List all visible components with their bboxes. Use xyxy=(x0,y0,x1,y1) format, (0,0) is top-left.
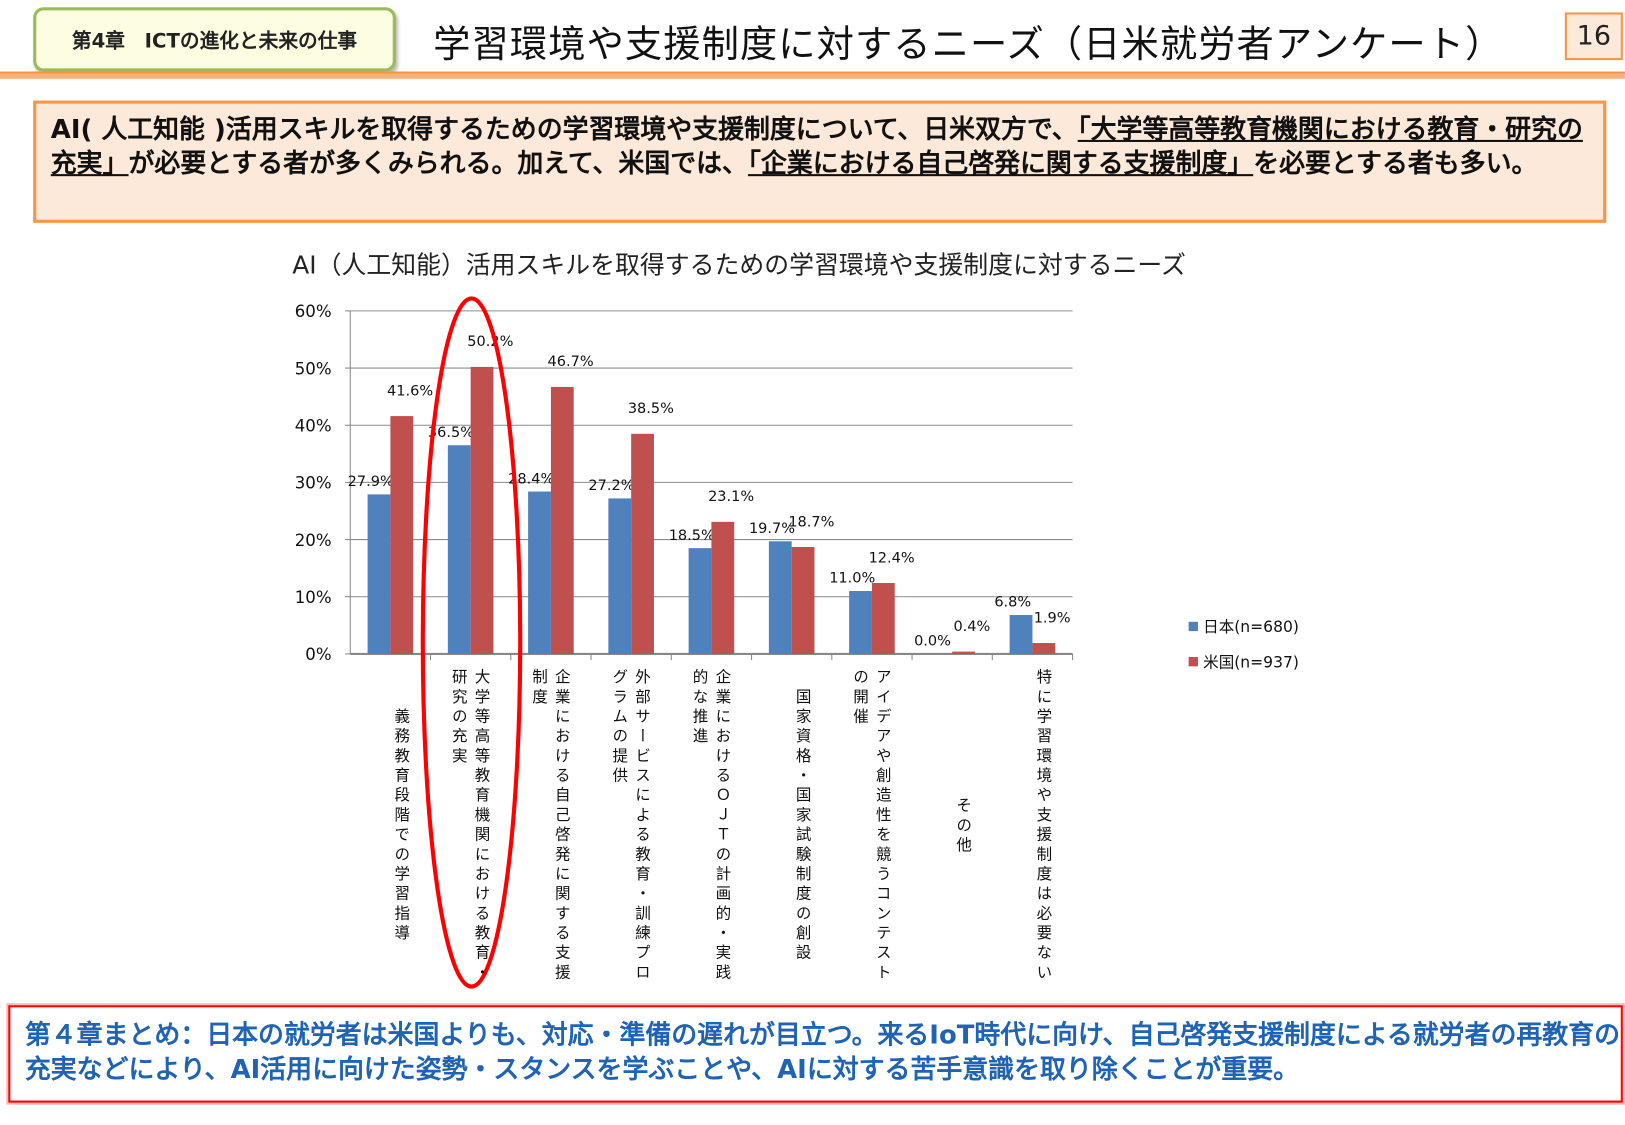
category-label: 義務教育段階での学習指導 xyxy=(392,707,412,945)
y-tick-label: 10% xyxy=(295,588,332,607)
bar-us xyxy=(952,651,975,654)
bar-us xyxy=(470,366,494,654)
bar-japan xyxy=(528,491,551,654)
data-label: 12.4% xyxy=(869,550,915,566)
bar-us xyxy=(550,386,574,654)
y-tick-label: 60% xyxy=(295,302,332,321)
bar-us xyxy=(711,521,735,654)
bar-us xyxy=(1032,643,1056,654)
category-label: 企業におけるＯＪＴの計画的・実践 的な推進 xyxy=(690,668,733,984)
data-label: 23.1% xyxy=(708,489,754,505)
page-number: 16 xyxy=(1564,12,1623,61)
summary-box: AI( 人工知能 )活用スキルを取得するための学習環境や支援制度について、日米双… xyxy=(33,100,1607,223)
bar-us xyxy=(390,416,414,654)
bar-japan xyxy=(688,548,712,654)
page-title: 学習環境や支援制度に対するニーズ（日米就労者アンケート） xyxy=(433,23,1504,67)
data-label: 27.2% xyxy=(588,478,634,494)
summary-highlight-1: 「大学等高等教育機関における教育・研究の充実」 xyxy=(50,113,1583,179)
data-label: 19.7% xyxy=(749,521,795,537)
data-label: 18.5% xyxy=(669,528,715,544)
bar-japan xyxy=(608,498,632,654)
data-label: 11.0% xyxy=(829,571,875,587)
y-tick-label: 20% xyxy=(295,531,332,550)
legend-swatch xyxy=(1188,621,1198,631)
chapter-summary-box: 第４章まとめ：日本の就労者は米国よりも、対応・準備の遅れが目立つ。来るIoT時代… xyxy=(8,1005,1623,1103)
chapter-label: 第4章 ICTの進化と未来の仕事 xyxy=(71,29,358,53)
bar-us xyxy=(631,433,654,654)
data-label: 27.9% xyxy=(348,474,394,490)
data-label: 36.5% xyxy=(428,425,474,441)
category-label: 特に学習環境や支援制度は必要ない xyxy=(1034,668,1054,984)
data-label: 0.4% xyxy=(953,619,990,635)
summary-text: AI( 人工知能 )活用スキルを取得するための学習環境や支援制度について、日米双… xyxy=(50,113,1078,145)
category-label: 外部サービスによる教育・訓練プロ グラムの提供 xyxy=(610,668,652,984)
summary-text: を必要とする者も多い。 xyxy=(1253,148,1538,179)
category-label: 大学等高等教育機関における教育・ 研究の充実 xyxy=(449,668,492,984)
chapter-badge: 第4章 ICTの進化と未来の仕事 xyxy=(33,7,396,72)
legend-item-us: 米国(n=937) xyxy=(1188,644,1299,679)
bar-us xyxy=(791,546,815,654)
category-label: 企業における自己啓発に関する支援 制度 xyxy=(530,668,572,984)
bar-japan xyxy=(849,591,872,654)
bar-japan xyxy=(367,494,391,654)
chapter-summary-text: 第４章まとめ：日本の就労者は米国よりも、対応・準備の遅れが目立つ。来るIoT時代… xyxy=(24,1019,1621,1084)
legend: 日本(n=680) 米国(n=937) xyxy=(1188,608,1299,679)
data-label: 1.9% xyxy=(1034,610,1071,626)
data-label: 6.8% xyxy=(994,595,1031,611)
y-tick-label: 0% xyxy=(305,645,331,664)
summary-text: が必要とする者が多くみられる。加えて、米国では、 xyxy=(128,148,748,179)
y-tick-label: 50% xyxy=(295,359,332,378)
category-label: 国家資格・国家試験制度の創設 xyxy=(793,688,813,964)
data-label: 41.6% xyxy=(387,383,433,399)
category-label: アイデアや創造性を競うコンテスト の開催 xyxy=(851,668,893,984)
legend-item-japan: 日本(n=680) xyxy=(1188,608,1299,643)
y-tick-label: 30% xyxy=(295,474,332,493)
bar-japan xyxy=(768,541,792,654)
data-label: 28.4% xyxy=(508,471,554,487)
legend-swatch xyxy=(1188,656,1198,666)
data-label: 38.5% xyxy=(628,401,674,417)
data-label: 18.7% xyxy=(788,514,834,530)
category-label: その他 xyxy=(954,796,973,856)
legend-label: 日本(n=680) xyxy=(1203,617,1299,636)
data-label: 50.2% xyxy=(467,334,513,350)
data-label: 46.7% xyxy=(548,354,594,370)
header-divider xyxy=(0,71,1625,79)
bar-japan xyxy=(1009,615,1033,654)
summary-highlight-2: 「企業における自己啓発に関する支援制度」 xyxy=(747,148,1254,179)
bar-chart: 0% 10% 20% 30% 40% 50% 60% 27.9% 41.6% 36.5% 50.2%… xyxy=(295,296,1074,989)
legend-label: 米国(n=937) xyxy=(1203,652,1299,672)
y-tick-label: 40% xyxy=(295,416,332,435)
highlight-ellipse xyxy=(420,296,523,989)
chart-title: AI（人工知能）活用スキルを取得するための学習環境や支援制度に対するニーズ xyxy=(292,250,1186,280)
bar-japan xyxy=(447,445,471,654)
data-label: 0.0% xyxy=(914,634,951,650)
bar-us xyxy=(871,583,895,654)
